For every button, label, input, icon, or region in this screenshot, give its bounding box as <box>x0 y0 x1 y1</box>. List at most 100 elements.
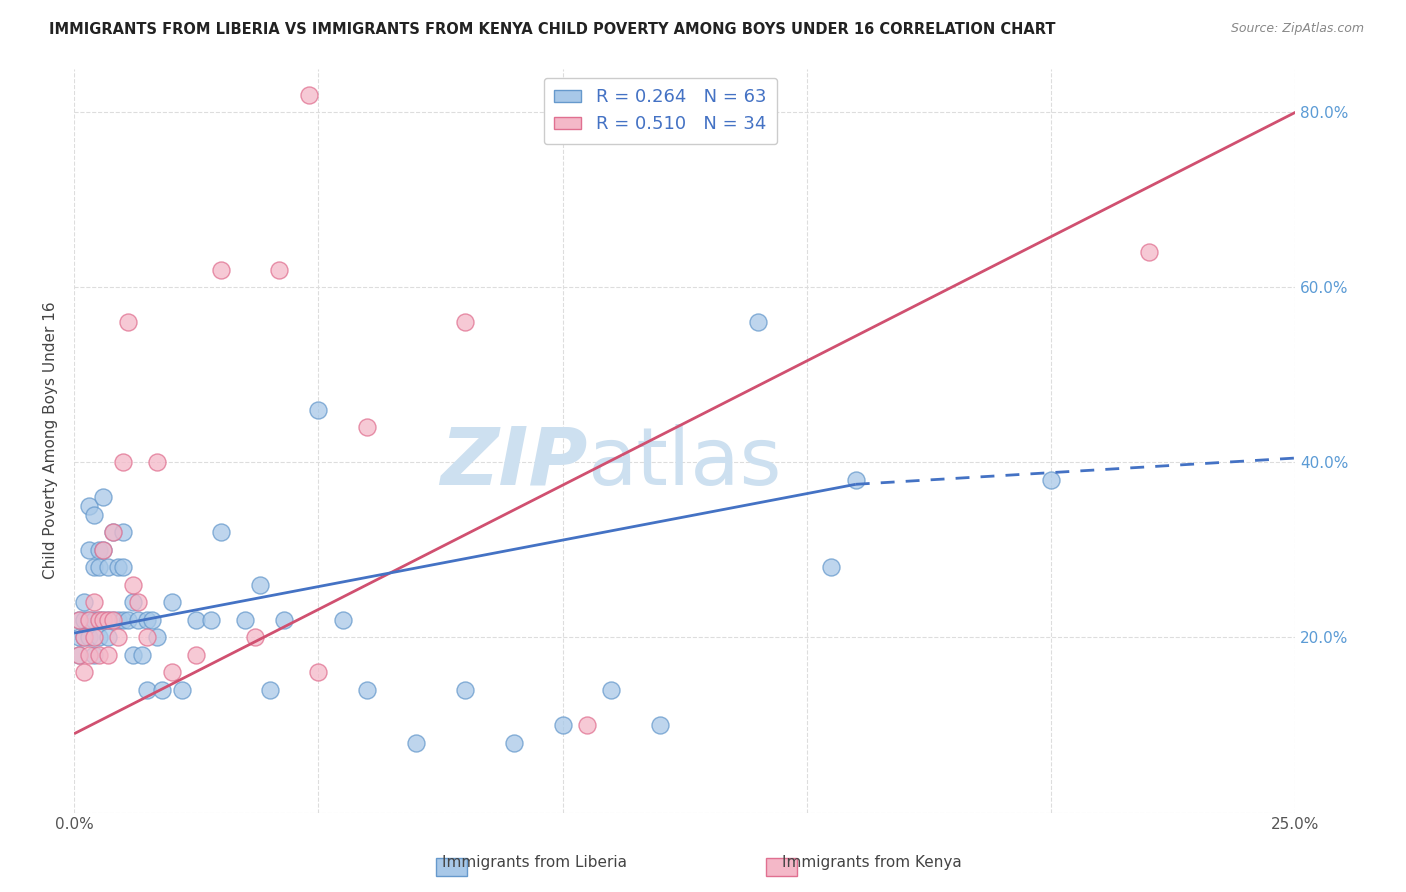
Point <box>77 613 100 627</box>
Point <box>845 473 868 487</box>
Point <box>146 455 169 469</box>
Point <box>600 683 623 698</box>
Point <box>111 560 134 574</box>
Point <box>356 420 378 434</box>
Point <box>117 613 139 627</box>
Point <box>87 613 110 627</box>
Point <box>297 87 319 102</box>
Point <box>111 455 134 469</box>
Point <box>356 683 378 698</box>
Point <box>107 560 129 574</box>
Point <box>73 631 96 645</box>
Point <box>93 491 115 505</box>
Point <box>650 718 672 732</box>
Point <box>160 665 183 680</box>
Point <box>307 665 329 680</box>
Point <box>121 595 143 609</box>
Point <box>551 718 574 732</box>
Point <box>209 525 232 540</box>
Text: ZIP: ZIP <box>440 424 588 502</box>
Point <box>93 543 115 558</box>
Point <box>93 613 115 627</box>
Point <box>136 683 159 698</box>
Point <box>107 613 129 627</box>
Point <box>405 735 427 749</box>
Point <box>200 613 222 627</box>
Point <box>101 525 124 540</box>
Point <box>83 508 105 522</box>
Point <box>83 595 105 609</box>
Point <box>93 543 115 558</box>
Point <box>269 263 291 277</box>
Point <box>67 648 90 662</box>
Point <box>101 613 124 627</box>
Point <box>170 683 193 698</box>
Point <box>73 631 96 645</box>
Point <box>83 648 105 662</box>
Point <box>259 683 281 698</box>
Point <box>131 648 153 662</box>
Point <box>136 613 159 627</box>
Point <box>77 648 100 662</box>
Point <box>111 613 134 627</box>
Point <box>127 613 149 627</box>
Point <box>77 499 100 513</box>
Text: atlas: atlas <box>588 424 782 502</box>
Point <box>307 403 329 417</box>
Point <box>83 613 105 627</box>
Point <box>146 631 169 645</box>
Point <box>67 613 90 627</box>
Point <box>97 613 120 627</box>
Point <box>502 735 524 749</box>
Point <box>101 613 124 627</box>
Point <box>121 648 143 662</box>
Point <box>107 631 129 645</box>
Point <box>77 543 100 558</box>
Point <box>576 718 599 732</box>
Point <box>1040 473 1063 487</box>
Point <box>186 613 208 627</box>
Point <box>73 595 96 609</box>
Point <box>136 631 159 645</box>
Point <box>273 613 295 627</box>
Point <box>249 578 271 592</box>
Point <box>101 525 124 540</box>
Point <box>87 560 110 574</box>
Point <box>87 613 110 627</box>
Text: Source: ZipAtlas.com: Source: ZipAtlas.com <box>1230 22 1364 36</box>
Point <box>87 648 110 662</box>
Point <box>454 683 477 698</box>
Point <box>747 315 769 329</box>
Point <box>67 613 90 627</box>
Text: Immigrants from Liberia: Immigrants from Liberia <box>441 855 627 870</box>
Point <box>83 560 105 574</box>
Point <box>820 560 842 574</box>
Point <box>209 263 232 277</box>
Point <box>117 315 139 329</box>
Y-axis label: Child Poverty Among Boys Under 16: Child Poverty Among Boys Under 16 <box>44 301 58 579</box>
Point <box>97 560 120 574</box>
Text: IMMIGRANTS FROM LIBERIA VS IMMIGRANTS FROM KENYA CHILD POVERTY AMONG BOYS UNDER : IMMIGRANTS FROM LIBERIA VS IMMIGRANTS FR… <box>49 22 1056 37</box>
Point <box>97 613 120 627</box>
Point <box>186 648 208 662</box>
Point <box>150 683 173 698</box>
Point <box>97 648 120 662</box>
Point <box>77 631 100 645</box>
Point <box>83 631 105 645</box>
Point <box>243 631 266 645</box>
Point <box>1137 245 1160 260</box>
Point <box>233 613 256 627</box>
Point <box>127 595 149 609</box>
Point <box>93 613 115 627</box>
Point <box>87 543 110 558</box>
Point <box>73 613 96 627</box>
Point <box>77 613 100 627</box>
Point <box>332 613 354 627</box>
Point <box>121 578 143 592</box>
Point <box>160 595 183 609</box>
Point <box>97 631 120 645</box>
Point <box>67 648 90 662</box>
Point <box>454 315 477 329</box>
Text: Immigrants from Kenya: Immigrants from Kenya <box>782 855 962 870</box>
Point <box>87 631 110 645</box>
